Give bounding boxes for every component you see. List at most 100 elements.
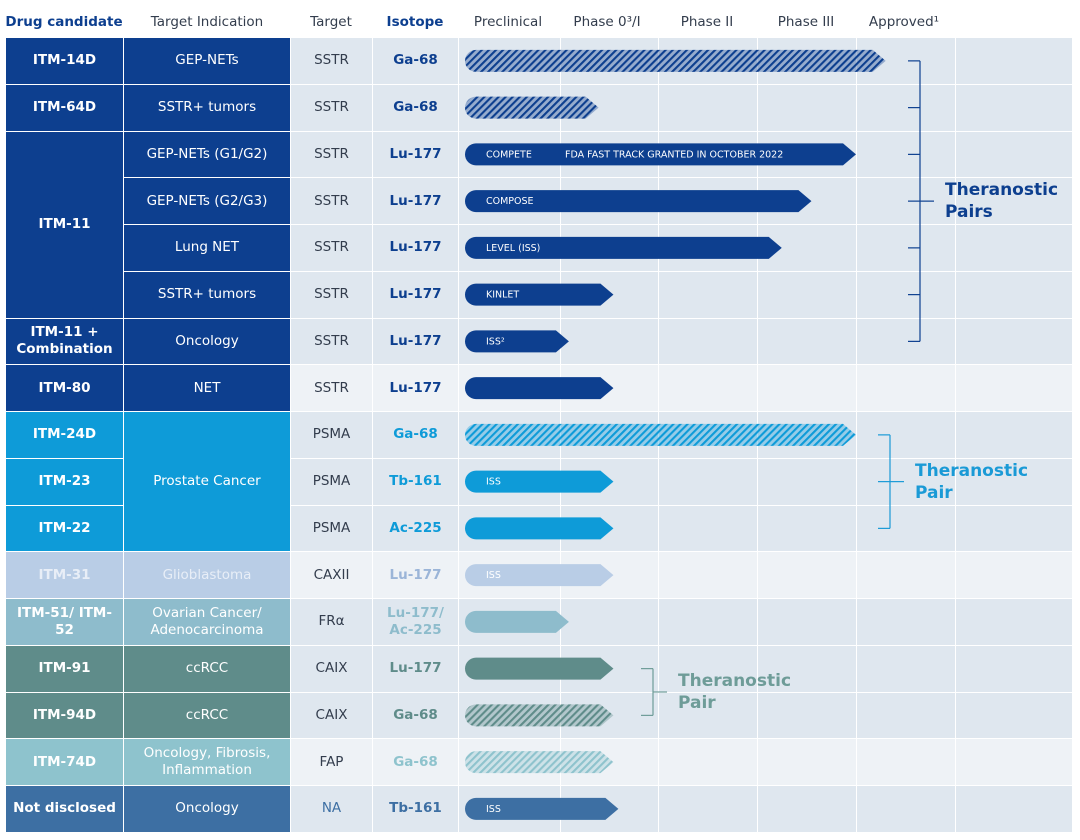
phase-divider (955, 38, 956, 84)
phase-divider (658, 318, 659, 365)
phase-divider (955, 131, 956, 178)
phase-divider (856, 645, 857, 692)
isotope-cell: Ga-68 (373, 692, 458, 739)
column-header: Preclinical (473, 14, 543, 30)
target-cell: SSTR (291, 271, 372, 318)
indication-cell: ccRCC (124, 645, 290, 692)
target-cell: NA (291, 786, 372, 832)
phase-divider (856, 271, 857, 318)
phase-divider (757, 739, 758, 785)
progress-bar (465, 610, 569, 633)
phase-divider (856, 458, 857, 505)
bracket (908, 60, 934, 342)
phase-divider (658, 739, 659, 785)
pair-label: Theranostic Pairs (945, 180, 1059, 223)
indication-cell: GEP-NETs (124, 38, 290, 84)
isotope-cell: Ga-68 (373, 739, 458, 785)
drug-cell: ITM-14D (6, 38, 123, 84)
isotope-cell: Ac-225 (373, 505, 458, 552)
phase-divider (955, 178, 956, 224)
column-header: Isotope (386, 14, 444, 30)
progress-bar (465, 423, 856, 446)
bar-label: ISS (486, 477, 501, 488)
indication-cell: Oncology (124, 786, 290, 832)
phase-divider (955, 412, 956, 458)
target-cell: SSTR (291, 225, 372, 271)
phase-divider (955, 645, 956, 692)
bar-label: LEVEL (ISS) (486, 243, 540, 254)
column-header: Drug candidate (5, 14, 123, 30)
column-header: Approved¹ (868, 14, 940, 30)
isotope-cell: Lu-177 (373, 318, 458, 365)
phase-divider (757, 505, 758, 552)
phase-divider (856, 552, 857, 598)
phase-divider (658, 271, 659, 318)
bar-label: ISS² (486, 336, 505, 347)
phase-divider (757, 84, 758, 131)
target-cell: SSTR (291, 38, 372, 84)
isotope-cell: Tb-161 (373, 458, 458, 505)
indication-cell: GEP-NETs (G2/G3) (124, 178, 290, 224)
phase-divider (658, 458, 659, 505)
column-header: Phase 0³/I (573, 14, 641, 30)
bar-label: ISS (486, 804, 501, 815)
phase-divider (955, 505, 956, 552)
phase-divider (757, 365, 758, 411)
phase-divider (856, 318, 857, 365)
isotope-cell: Lu-177 (373, 645, 458, 692)
target-cell: SSTR (291, 365, 372, 411)
isotope-cell: Ga-68 (373, 84, 458, 131)
progress-bar (465, 96, 599, 119)
phase-divider (955, 552, 956, 598)
drug-cell: ITM-51/ ITM-52 (6, 599, 123, 645)
phase-divider (955, 365, 956, 411)
phase-divider (658, 84, 659, 131)
isotope-cell: Lu-177/ Ac-225 (373, 599, 458, 645)
target-cell: SSTR (291, 178, 372, 224)
phase-divider (757, 692, 758, 739)
phase-divider (757, 318, 758, 365)
phase-divider (955, 786, 956, 832)
progress-bar (465, 236, 782, 259)
phase-divider (856, 505, 857, 552)
progress-bar (465, 49, 886, 72)
target-cell: SSTR (291, 318, 372, 365)
phase-divider (856, 412, 857, 458)
drug-cell: ITM-11 + Combination (6, 318, 123, 365)
phase-divider (856, 692, 857, 739)
phase-divider (658, 505, 659, 552)
bar-label: KINLET (486, 290, 519, 301)
indication-cell: SSTR+ tumors (124, 84, 290, 131)
indication-cell: Glioblastoma (124, 552, 290, 598)
phase-divider (757, 552, 758, 598)
progress-bar (465, 377, 614, 400)
indication-cell: Ovarian Cancer/ Adenocarcinoma (124, 599, 290, 645)
progress-bar (465, 143, 856, 166)
phase-divider (757, 458, 758, 505)
progress-bar (465, 751, 614, 774)
column-header: Target Indication (150, 14, 264, 30)
progress-bar (465, 190, 812, 213)
phase-divider (856, 178, 857, 224)
indication-cell: ccRCC (124, 692, 290, 739)
phase-divider (955, 225, 956, 271)
drug-cell: Not disclosed (6, 786, 123, 832)
column-header: Phase II (680, 14, 734, 30)
indication-cell: SSTR+ tumors (124, 271, 290, 318)
drug-cell: ITM-31 (6, 552, 123, 598)
phase-divider (757, 786, 758, 832)
target-cell: CAXII (291, 552, 372, 598)
progress-bar (465, 517, 614, 540)
phase-divider (658, 599, 659, 645)
pair-label: Theranostic Pair (915, 460, 1029, 503)
phase-divider (856, 84, 857, 131)
target-cell: SSTR (291, 84, 372, 131)
drug-cell: ITM-91 (6, 645, 123, 692)
phase-divider (658, 692, 659, 739)
bar-label: ISS (486, 570, 501, 581)
isotope-cell: Lu-177 (373, 131, 458, 178)
phase-divider (856, 786, 857, 832)
isotope-cell: Lu-177 (373, 178, 458, 224)
